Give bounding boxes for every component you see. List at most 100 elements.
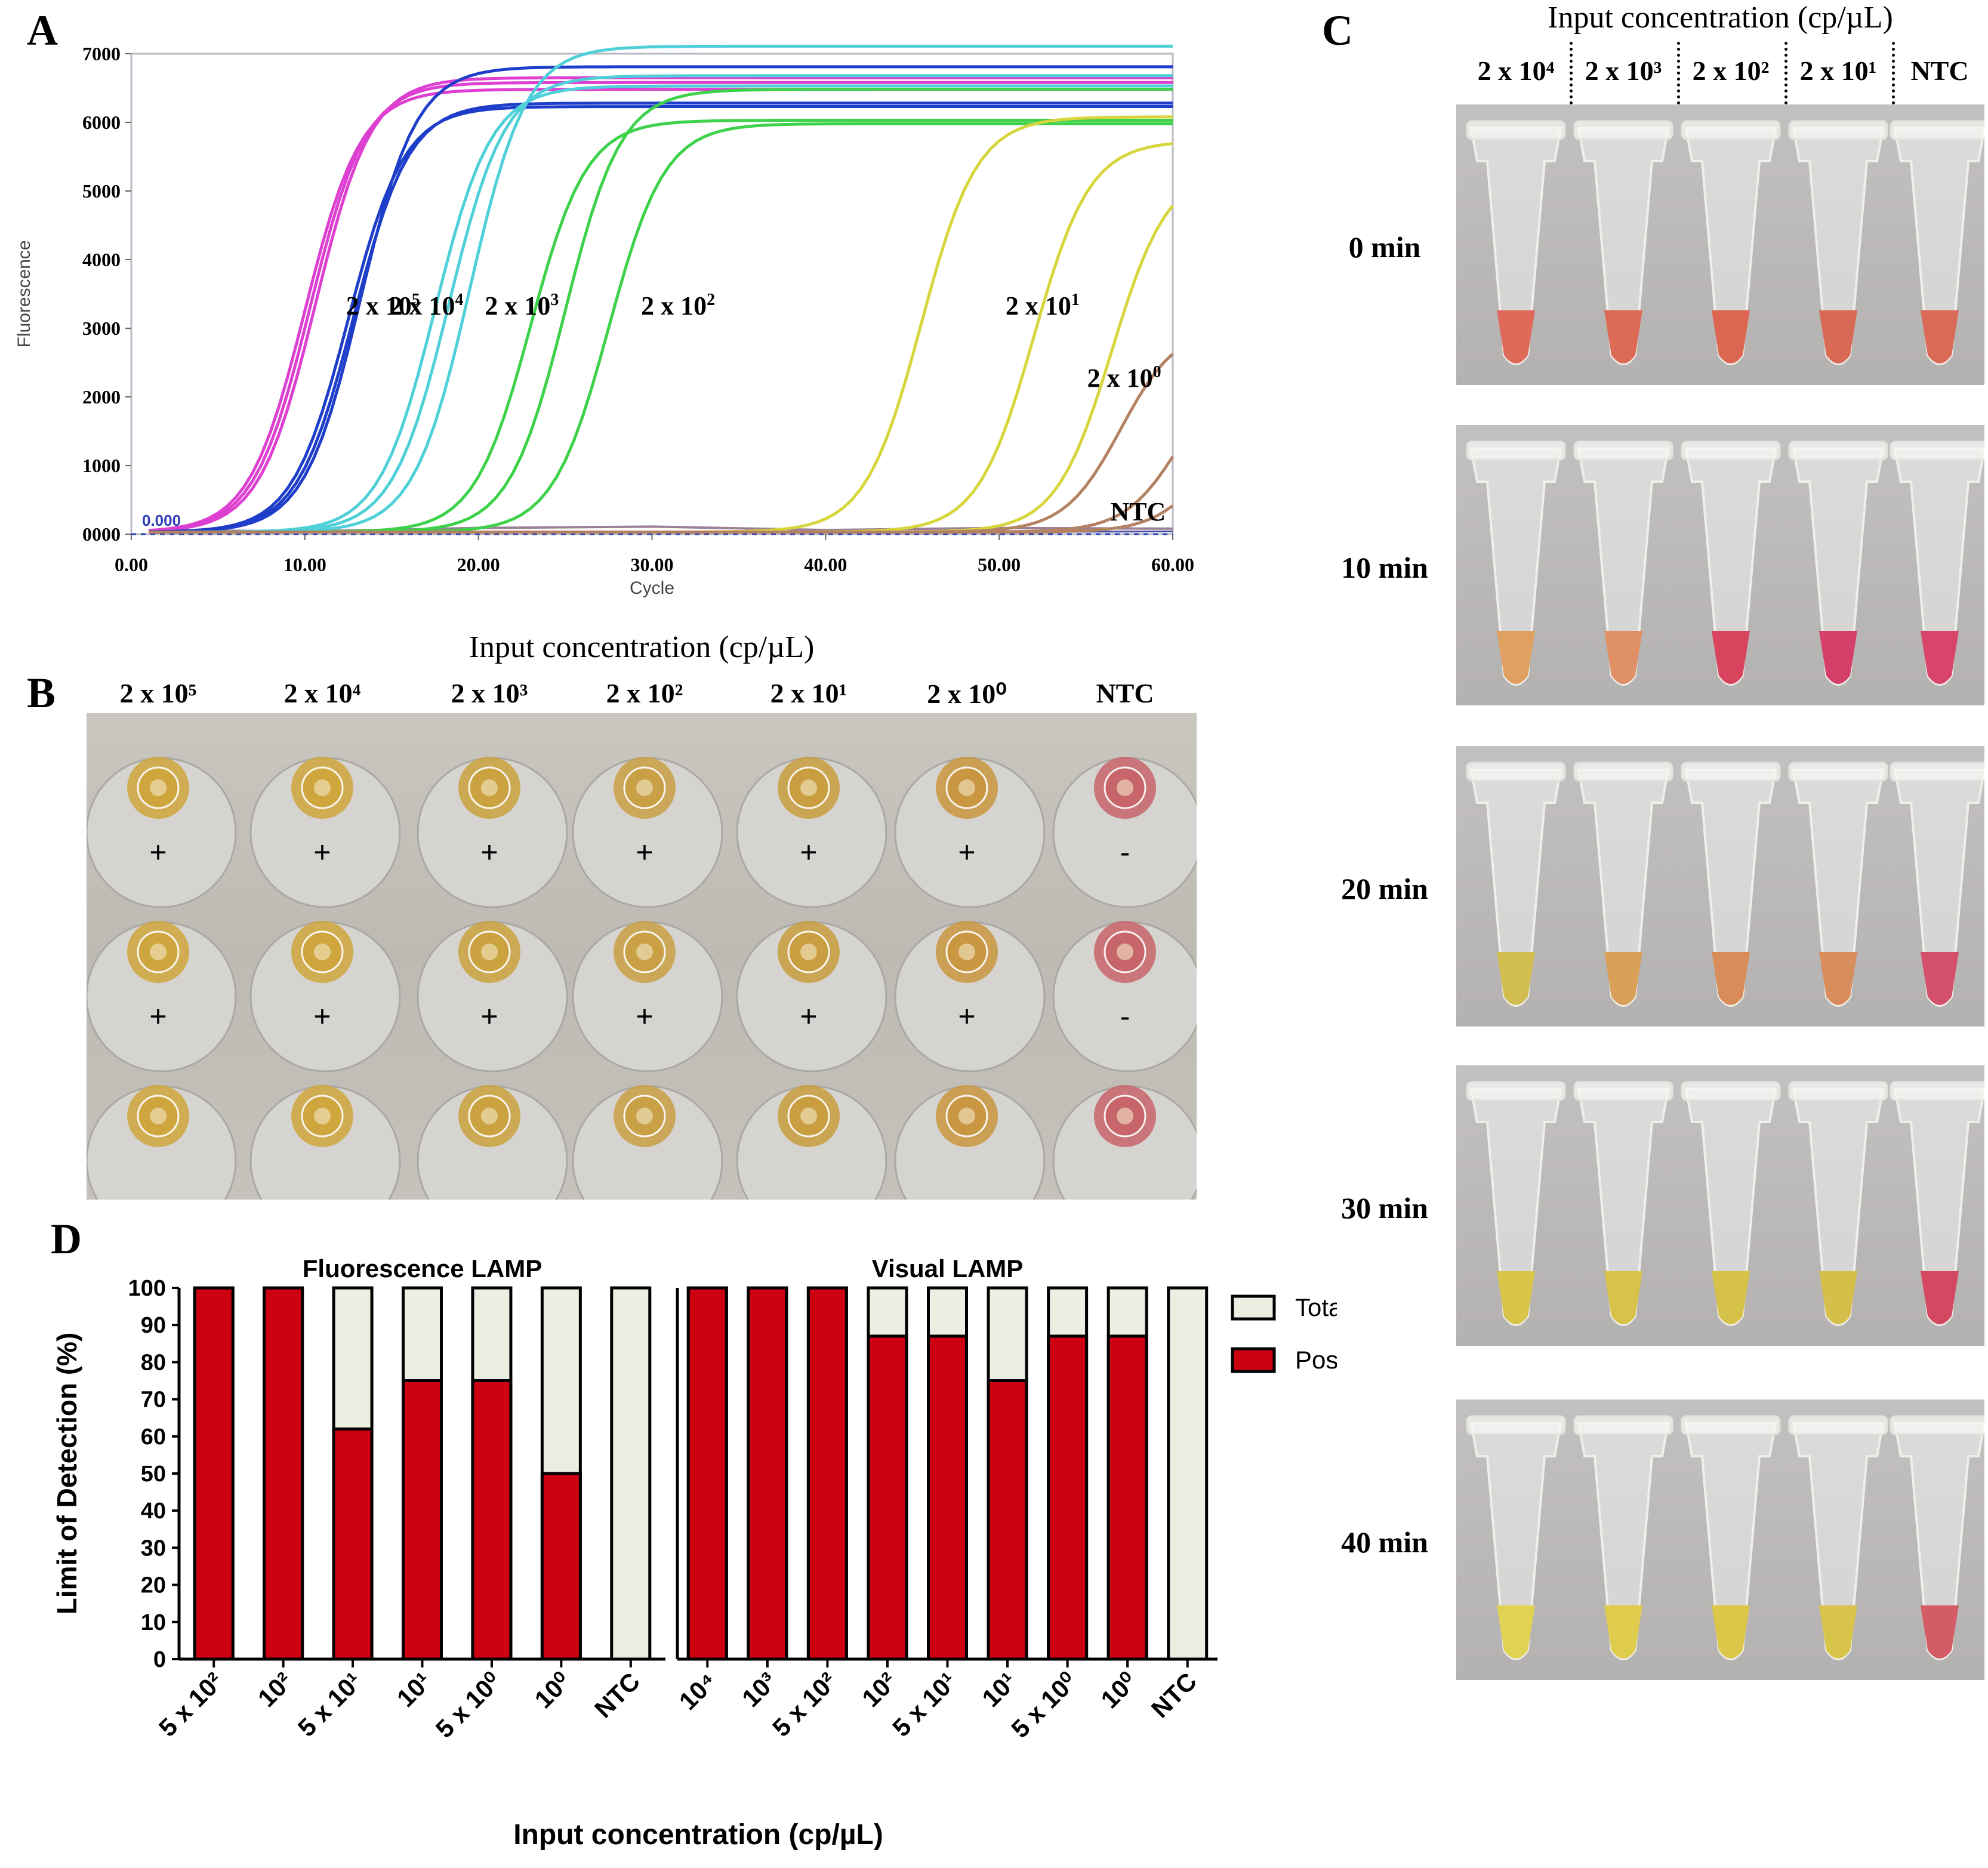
series-label-text: NTC — [1110, 497, 1166, 526]
x-tick-label: 40.00 — [804, 554, 847, 575]
amplification-curve — [149, 504, 1174, 534]
bar-positive — [471, 1379, 513, 1661]
series-label-text: 2 x 10 — [389, 291, 455, 320]
y-tick-label: 7000 — [82, 43, 121, 64]
tube-cap-highlight — [800, 1108, 817, 1124]
y-tick-label: 2000 — [82, 386, 121, 408]
panel-label-d: D — [51, 1215, 82, 1263]
tube-lid — [1466, 120, 1566, 140]
bar-positive — [927, 1334, 968, 1661]
tube-strip-photo — [1456, 1065, 1988, 1346]
panel-c-column-label: 2 x 10² — [1692, 56, 1770, 86]
series-label: 2 x 104 — [389, 291, 463, 320]
tube-liquid — [1712, 1605, 1750, 1659]
result-sign: + — [800, 836, 817, 869]
bar-positive — [193, 1286, 235, 1661]
tube-lid — [1788, 762, 1888, 782]
tube-liquid — [1819, 1271, 1857, 1324]
result-sign: + — [149, 1000, 167, 1033]
x-tick-label: NTC — [589, 1667, 645, 1723]
tube-cap-highlight — [958, 779, 975, 796]
y-tick-label: 4000 — [82, 249, 121, 270]
tube-lid — [1681, 440, 1781, 461]
tube-lid — [1681, 1415, 1781, 1435]
tube-cap-highlight — [636, 1108, 653, 1124]
series-label-exponent: 5 — [412, 291, 420, 309]
panel-label-b: B — [27, 669, 56, 717]
tube-lid — [1890, 440, 1988, 461]
series-label-exponent: 4 — [455, 291, 463, 309]
tube-cap-highlight — [1117, 1108, 1133, 1124]
amplification-curve — [149, 84, 1173, 534]
tube-cap-highlight — [1117, 944, 1133, 960]
panel-c-column-label: 2 x 10⁴ — [1477, 56, 1555, 86]
tube-liquid — [1921, 310, 1959, 363]
time-label: 0 min — [1348, 230, 1421, 264]
panel-b-tube-plate-photo: + + + + + + - + + + + + + - — [85, 713, 1204, 1237]
tube-lid — [1788, 120, 1888, 140]
tube-liquid — [1921, 1271, 1959, 1324]
tube-lid — [1681, 120, 1781, 140]
tube-lid — [1681, 762, 1781, 782]
panel-b-column-label: 2 x 10⁴ — [283, 678, 361, 708]
tube-liquid — [1712, 310, 1750, 363]
x-tick-label: 60.00 — [1151, 554, 1194, 575]
x-tick-label: 50.00 — [978, 554, 1021, 575]
tube-lid — [1573, 762, 1673, 782]
tube-lid — [1466, 762, 1566, 782]
tube-liquid — [1604, 1271, 1642, 1324]
tube-cap-highlight — [314, 944, 331, 960]
panel-label-c: C — [1322, 7, 1353, 54]
series-label-text: 2 x 10 — [641, 291, 707, 320]
tube-strip-photo — [1456, 746, 1988, 1027]
x-tick-label: 10³ — [736, 1667, 782, 1712]
bar-positive — [1047, 1334, 1089, 1661]
tube-strip — [1466, 1081, 1988, 1326]
panel-c-column-label: 2 x 10³ — [1585, 56, 1662, 86]
series-label-exponent: 1 — [1071, 291, 1080, 309]
result-sign: - — [1120, 836, 1130, 869]
y-tick-label: 40 — [141, 1499, 166, 1524]
y-tick-label: 100 — [128, 1276, 166, 1301]
tube-strip-photo — [1456, 104, 1988, 385]
series-label-text: 2 x 10 — [346, 291, 412, 320]
tube-strip — [1466, 1415, 1988, 1660]
time-label: 20 min — [1341, 872, 1428, 905]
x-tick-label: 10¹ — [392, 1667, 437, 1712]
tube-cap-highlight — [636, 944, 653, 960]
x-axis-label: Cycle — [630, 578, 674, 598]
tube-cap-highlight — [314, 779, 331, 796]
x-tick-label: 10⁴ — [674, 1667, 722, 1715]
legend-label: Total — [1295, 1293, 1337, 1321]
panel-b-column-label: 2 x 10⁵ — [119, 678, 197, 708]
tube-cap-highlight — [150, 779, 167, 796]
tube-strip — [1466, 440, 1988, 686]
series-label: 2 x 101 — [1006, 291, 1080, 320]
x-tick-label: 5 x 10¹ — [887, 1667, 962, 1742]
result-sign: + — [958, 836, 975, 869]
tube-lid — [1890, 1081, 1988, 1101]
bar-positive — [332, 1427, 374, 1661]
panel-c-column-divider — [1892, 42, 1895, 104]
tube-cap-highlight — [1117, 779, 1133, 796]
tube-lid — [1890, 762, 1988, 782]
bar-positive — [1107, 1334, 1148, 1661]
fluorescence-curve-chart: 0.00 10.00 20.00 30.00 40.00 50.00 60.00000010… — [14, 43, 1194, 598]
tube-strip — [1466, 120, 1988, 365]
time-label: 30 min — [1341, 1191, 1428, 1225]
bar-positive — [747, 1286, 788, 1661]
series-label-text: 2 x 10 — [1006, 291, 1071, 320]
y-tick-label: 30 — [141, 1536, 166, 1561]
tube-cap-highlight — [150, 1108, 167, 1124]
result-sign: + — [958, 1000, 975, 1033]
y-tick-label: 50 — [141, 1462, 166, 1487]
tube-cap-highlight — [800, 944, 817, 960]
bar-positive — [806, 1286, 848, 1661]
tube-lid — [1466, 1415, 1566, 1435]
result-sign: + — [313, 1000, 331, 1033]
tube-liquid — [1604, 1605, 1642, 1659]
tube-lid — [1573, 440, 1673, 461]
legend-swatch — [1231, 1347, 1276, 1373]
tube-liquid — [1497, 310, 1535, 363]
x-tick-label: 5 x 10² — [767, 1667, 842, 1742]
